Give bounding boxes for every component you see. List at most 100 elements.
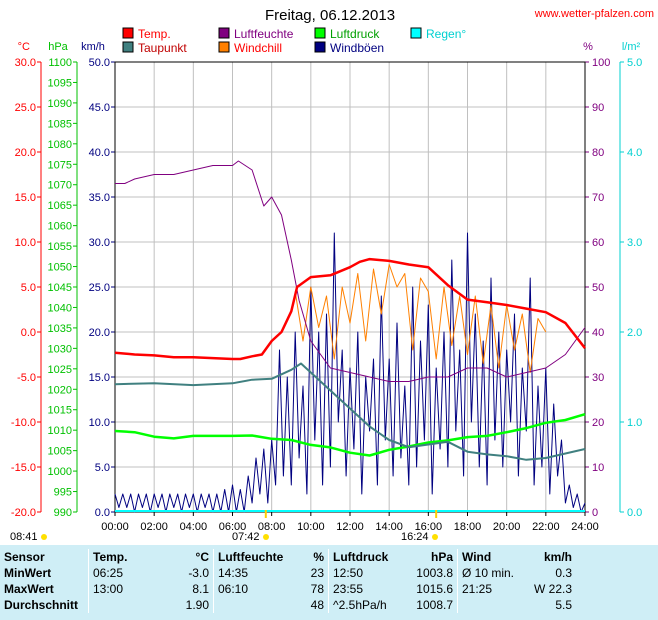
series-group [114, 160, 586, 513]
series-line-luftfeuchte [115, 160, 586, 382]
wind-time: Ø 10 min. [457, 565, 524, 581]
axis-tick-label-humidity-pct: 50 [592, 282, 604, 294]
axes: 30.0 25.0 20.0 15.0 10.0 5.0 0.0 -5.0 -10.0 -15.0… [11, 57, 642, 519]
axis-tick-label-wind-kmh: 45.0 [89, 102, 110, 114]
pressure-time: 12:50 [328, 565, 409, 581]
axis-tick-label-rain-lm2: 2.0 [627, 327, 642, 339]
x-tick-label: 02:00 [140, 521, 168, 533]
sunrise-time: 07:42 [232, 531, 260, 543]
source-link[interactable]: www.wetter-pfalzen.com [534, 8, 654, 20]
axis-tick-label-pressure-hpa: 1025 [48, 364, 72, 376]
axis-tick-label-pressure-hpa: 1045 [48, 282, 72, 294]
humidity-value: 48 [310, 598, 324, 612]
statistics-table: Sensor Temp. °C Luftfeuchte % Luftdruck … [0, 549, 576, 613]
header-humidity: Luftfeuchte [213, 549, 292, 565]
axis-tick-label-temp-c: 20.0 [15, 147, 36, 159]
axis-tick-label-humidity-pct: 100 [592, 57, 610, 69]
axis-tick-label-wind-kmh: 30.0 [89, 237, 110, 249]
row-label: MaxWert [4, 582, 54, 596]
pressure-value: 1015.6 [416, 582, 453, 596]
wind-value: W 22.3 [533, 582, 572, 596]
header-pressure-unit: hPa [430, 550, 453, 564]
x-tick-label: 04:00 [180, 521, 208, 533]
axis-tick-label-pressure-hpa: 1080 [48, 139, 72, 151]
axis-tick-label-pressure-hpa: 1030 [48, 343, 72, 355]
axis-tick-label-humidity-pct: 40 [592, 327, 604, 339]
stats-row-average: Durchschnitt 1.90 48 ^2.5hPa/h 1008.7 5.… [0, 597, 576, 613]
humidity-time: 06:10 [213, 581, 292, 597]
axis-tick-label-pressure-hpa: 1065 [48, 200, 72, 212]
legend-swatch-windchill [218, 41, 230, 53]
axis-tick-label-temp-c: 25.0 [15, 102, 36, 114]
axis-tick-label-temp-c: 5.0 [21, 282, 36, 294]
header-wind-unit: km/h [543, 550, 572, 564]
axis-tick-label-pressure-hpa: 1015 [48, 405, 72, 417]
header-sensor: Sensor [4, 550, 45, 564]
legend-label-luftdruck: Luftdruck [330, 27, 380, 41]
axis-tick-label-pressure-hpa: 1010 [48, 425, 72, 437]
series-line-windb-en [114, 232, 586, 513]
axis-tick-label-rain-lm2: 1.0 [627, 417, 642, 429]
x-tick-label: 18:00 [454, 521, 482, 533]
x-axis: 00:00 02:00 04:00 06:00 08:00 10:00 12:00 14:00… [101, 510, 599, 533]
pressure-value: 1003.8 [416, 566, 453, 580]
axis-tick-label-wind-kmh: 25.0 [89, 282, 110, 294]
axis-tick-label-pressure-hpa: 1005 [48, 446, 72, 458]
axis-tick-label-wind-kmh: 10.0 [89, 417, 110, 429]
axis-tick-label-temp-c: 10.0 [15, 237, 36, 249]
pressure-time: 23:55 [328, 581, 409, 597]
x-tick-label: 16:00 [415, 521, 443, 533]
axis-tick-label-wind-kmh: 35.0 [89, 192, 110, 204]
axis-tick-label-humidity-pct: 80 [592, 147, 604, 159]
axis-tick-label-pressure-hpa: 1060 [48, 221, 72, 233]
axis-tick-label-pressure-hpa: 1090 [48, 98, 72, 110]
row-label: Durchschnitt [4, 598, 79, 612]
legend-label-regen: Regen° [426, 27, 466, 41]
temp-value: -3.0 [188, 566, 209, 580]
grid [115, 62, 585, 512]
x-tick-label: 00:00 [101, 521, 129, 533]
humidity-value: 78 [310, 582, 324, 596]
header-temp-unit: °C [195, 550, 209, 564]
temp-value: 1.90 [185, 598, 209, 612]
header-wind: Wind [457, 549, 524, 565]
axis-tick-label-pressure-hpa: 1100 [48, 57, 72, 69]
series-line-luftdruck [114, 413, 586, 457]
legend-swatch-taupunkt [122, 41, 134, 53]
series-line-windchill [294, 264, 547, 373]
legend-label-taupunkt: Taupunkt [138, 41, 187, 55]
wind-value: 0.3 [555, 566, 572, 580]
axis-tick-label-temp-c: -5.0 [17, 372, 36, 384]
stats-header-row: Sensor Temp. °C Luftfeuchte % Luftdruck … [0, 549, 576, 565]
temp-time: 06:25 [88, 565, 155, 581]
row-label: MinWert [4, 566, 52, 580]
legend: Temp. Luftfeuchte Luftdruck Regen° Taupunkt W… [122, 27, 466, 55]
wind-time: 21:25 [457, 581, 524, 597]
x-tick-label: 14:00 [375, 521, 403, 533]
sunrise-icon [263, 534, 269, 540]
x-tick-label: 12:00 [336, 521, 364, 533]
humidity-axis-label: % [583, 41, 593, 53]
legend-label-temp: Temp. [138, 27, 171, 41]
axis-tick-label-humidity-pct: 70 [592, 192, 604, 204]
axis-tick-label-rain-lm2: 4.0 [627, 147, 642, 159]
axis-tick-label-pressure-hpa: 1035 [48, 323, 72, 335]
legend-swatch-regen [410, 27, 422, 39]
humidity-value: 23 [310, 566, 324, 580]
axis-tick-label-pressure-hpa: 1040 [48, 302, 72, 314]
header-humidity-unit: % [313, 550, 324, 564]
wind-value: 5.5 [555, 598, 572, 612]
axis-tick-label-pressure-hpa: 1075 [48, 159, 72, 171]
axis-tick-label-temp-c: 0.0 [21, 327, 36, 339]
temp-axis-label: °C [18, 41, 30, 53]
axis-tick-label-pressure-hpa: 1095 [48, 77, 72, 89]
axis-tick-label-humidity-pct: 10 [592, 462, 604, 474]
stats-row-max: MaxWert 13:00 8.1 06:10 78 23:55 1015.6 … [0, 581, 576, 597]
axis-tick-label-humidity-pct: 20 [592, 417, 604, 429]
axis-tick-label-temp-c: -20.0 [11, 507, 36, 519]
axis-tick-label-wind-kmh: 40.0 [89, 147, 110, 159]
axis-tick-label-wind-kmh: 50.0 [89, 57, 110, 69]
x-tick-label: 06:00 [219, 521, 247, 533]
axis-tick-label-wind-kmh: 20.0 [89, 327, 110, 339]
stats-row-min: MinWert 06:25 -3.0 14:35 23 12:50 1003.8… [0, 565, 576, 581]
